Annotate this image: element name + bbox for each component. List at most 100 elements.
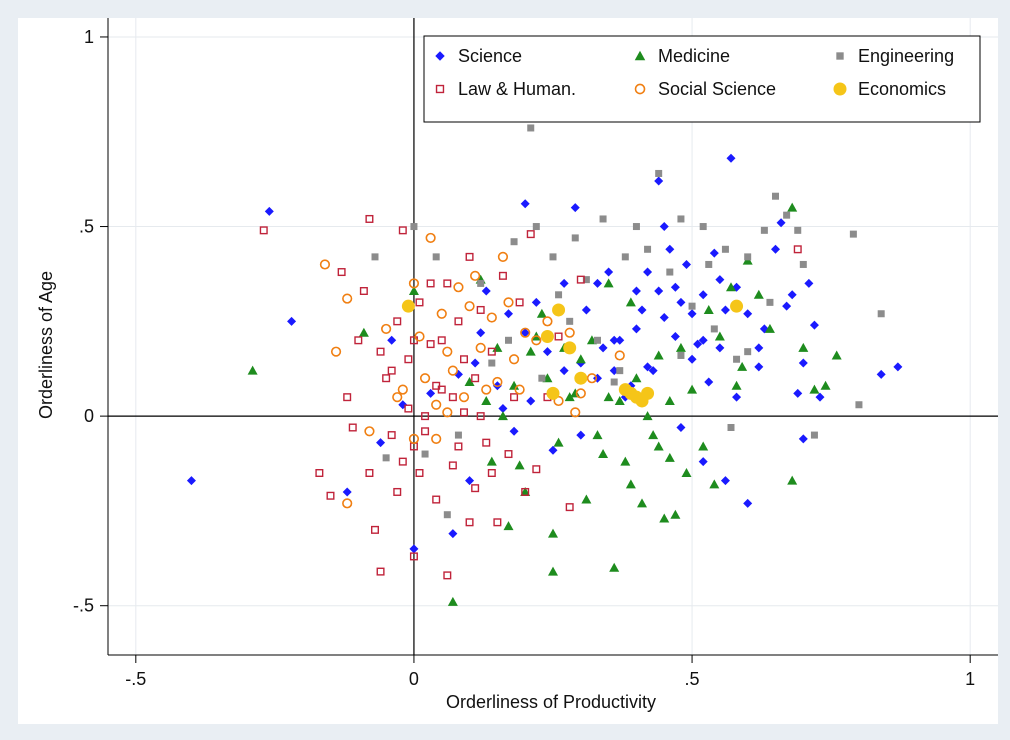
point-law-human [465, 252, 474, 261]
point-engineering [566, 317, 574, 325]
point-engineering [549, 253, 557, 261]
point-science [693, 339, 703, 349]
point-medicine [653, 441, 664, 451]
point-science [615, 335, 625, 345]
point-engineering [655, 169, 663, 177]
point-science [654, 286, 664, 296]
point-science [476, 328, 486, 338]
data-points [186, 124, 903, 606]
point-medicine [525, 346, 536, 356]
point-law-human [343, 393, 352, 402]
point-economics [552, 303, 566, 317]
x-tick-label: .5 [685, 669, 700, 689]
point-social-science [570, 407, 581, 418]
point-law-human [409, 552, 418, 561]
point-science [743, 309, 753, 319]
point-social-science [319, 259, 331, 270]
legend-label: Engineering [858, 46, 954, 66]
point-science [465, 476, 475, 486]
point-social-science [497, 251, 509, 262]
point-science [264, 206, 274, 216]
point-science [720, 476, 730, 486]
point-social-science [414, 331, 425, 342]
point-engineering [538, 374, 546, 382]
point-law-human [476, 305, 485, 314]
point-medicine [753, 289, 764, 299]
point-social-science [520, 327, 531, 338]
point-science [559, 278, 569, 288]
point-medicine [564, 392, 575, 402]
y-axis-label: Orderliness of Age [36, 271, 56, 419]
point-science [793, 388, 803, 398]
point-science [893, 362, 903, 372]
point-science [876, 369, 886, 379]
point-law-human [554, 332, 563, 341]
point-engineering [766, 298, 774, 306]
point-science [531, 297, 541, 307]
point-medicine [598, 449, 609, 459]
x-tick-label: 1 [965, 669, 975, 689]
point-medicine [536, 308, 547, 318]
point-engineering [810, 431, 818, 439]
point-law-human [376, 567, 385, 576]
point-social-science [397, 384, 408, 395]
point-law-human [415, 469, 424, 478]
legend-label: Social Science [658, 79, 776, 99]
point-medicine [548, 566, 558, 576]
point-science [665, 244, 675, 254]
point-science [670, 282, 680, 292]
point-science [698, 335, 708, 345]
point-social-science [381, 323, 392, 335]
point-law-human [510, 393, 519, 402]
point-engineering [610, 378, 618, 386]
point-law-human [421, 427, 430, 436]
point-law-human [387, 366, 396, 375]
legend-marker [833, 82, 847, 96]
point-engineering [371, 253, 379, 261]
point-medicine [681, 468, 692, 477]
point-law-human [437, 336, 446, 345]
axes: -.5 0 .5 1 -.5 0 .5 1 [73, 18, 998, 689]
point-engineering [760, 226, 768, 234]
point-engineering [794, 226, 802, 234]
y-tick-label: .5 [79, 217, 94, 237]
point-medicine [764, 323, 775, 333]
point-science [648, 366, 658, 376]
series-engineering [371, 124, 885, 519]
point-medicine [620, 456, 631, 466]
x-axis-label: Orderliness of Productivity [446, 692, 656, 712]
point-law-human [454, 442, 463, 451]
point-engineering [733, 355, 741, 363]
point-engineering [443, 511, 451, 519]
point-medicine [614, 395, 625, 405]
point-engineering [799, 260, 807, 268]
point-social-science [508, 354, 520, 365]
point-social-science [514, 384, 525, 395]
point-social-science [431, 433, 442, 444]
point-law-human [365, 469, 374, 478]
x-tick-label: 0 [409, 669, 419, 689]
point-science [542, 347, 552, 357]
point-science [520, 199, 530, 209]
point-medicine [670, 509, 681, 519]
point-science [804, 278, 814, 288]
point-science [754, 343, 764, 353]
point-law-human [393, 317, 402, 326]
point-social-science [531, 335, 542, 346]
series-economics [401, 299, 744, 408]
point-medicine [798, 342, 809, 352]
point-law-human [471, 374, 480, 383]
point-medicine [408, 286, 419, 295]
point-law-human [504, 450, 513, 459]
point-science [654, 176, 664, 186]
point-medicine [787, 475, 798, 485]
point-medicine [603, 278, 614, 288]
y-tick-label: 1 [84, 27, 94, 47]
point-social-science [408, 433, 420, 444]
point-science [809, 320, 819, 330]
point-medicine [603, 392, 614, 402]
point-medicine [592, 430, 603, 440]
point-law-human [448, 461, 457, 470]
point-medicine [787, 202, 798, 212]
point-science [287, 316, 297, 326]
